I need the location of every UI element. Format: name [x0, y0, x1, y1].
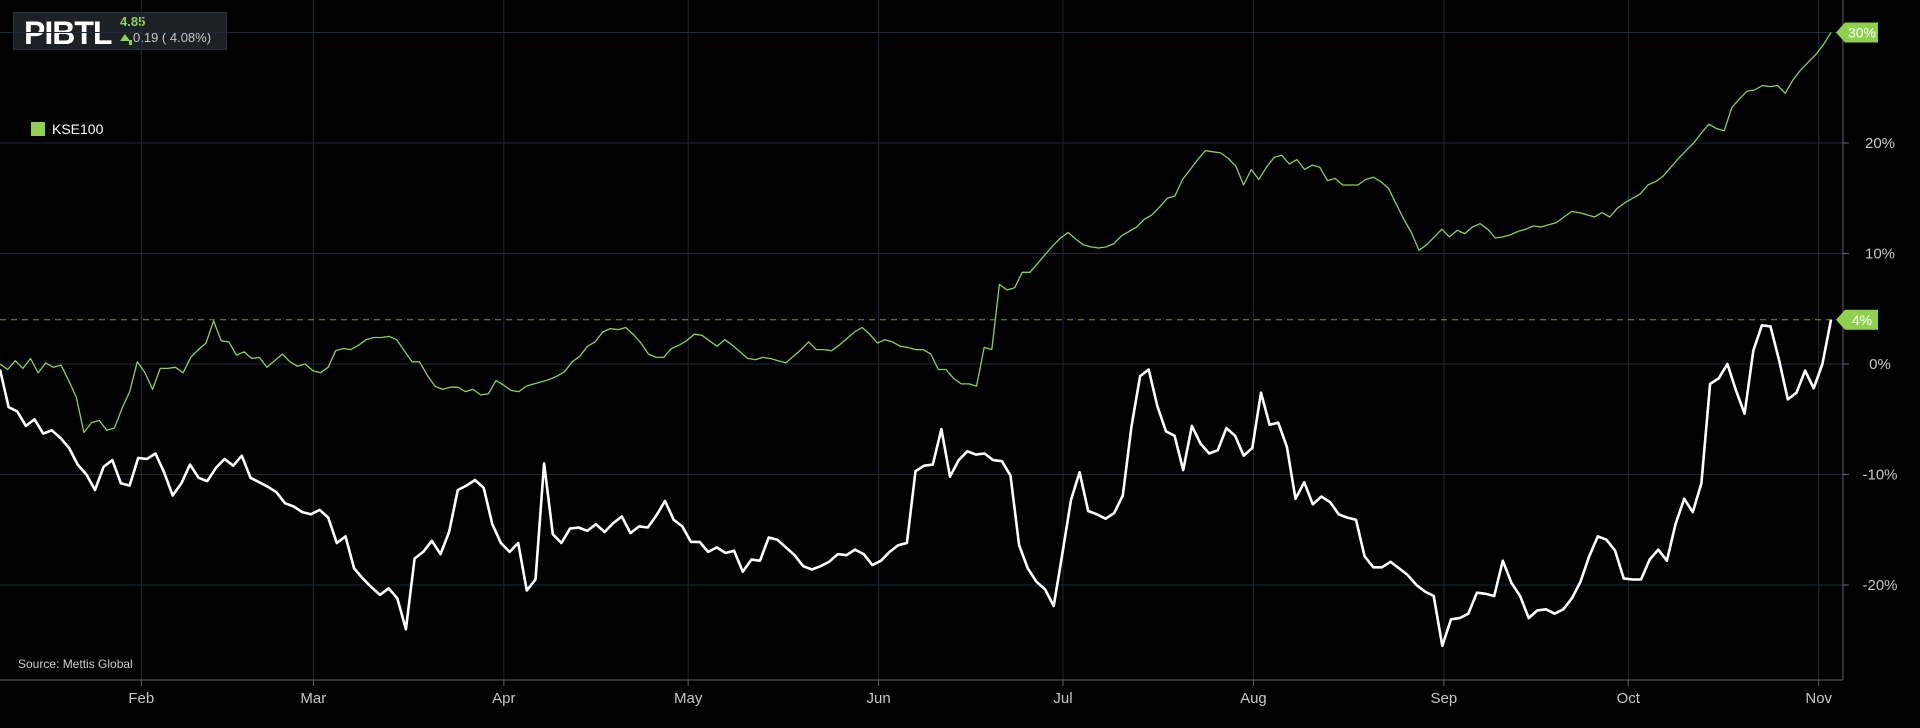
source-note: Source: Mettis Global	[18, 657, 133, 671]
y-tick-label: 0%	[1869, 356, 1891, 373]
end-label-tag	[1836, 309, 1878, 330]
x-tick-label: Aug	[1240, 690, 1267, 707]
x-tick-label: Oct	[1617, 690, 1641, 707]
legend-swatch-kse100	[31, 122, 45, 136]
y-tick-label: -20%	[1862, 577, 1897, 594]
up-arrow-icon	[120, 34, 132, 45]
y-tick-label: 10%	[1865, 246, 1895, 263]
x-tick-label: Sep	[1431, 690, 1458, 707]
end-label-tag	[1836, 22, 1878, 43]
legend-label-kse100: KSE100	[52, 121, 104, 137]
x-tick-label: May	[674, 690, 703, 707]
x-tick-label: Feb	[128, 690, 154, 707]
series-line-kse100	[0, 32, 1832, 434]
x-tick-label: Mar	[300, 690, 326, 707]
end-label-text: 4%	[1852, 312, 1872, 328]
ticker-change: 0.19 ( 4.08%)	[120, 30, 211, 45]
x-tick-label: Apr	[492, 690, 515, 707]
ticker-price: 4.85	[120, 14, 146, 29]
ticker-change-value: 0.19 ( 4.08%)	[133, 30, 212, 45]
chart-legend[interactable]: KSE100	[31, 121, 103, 137]
end-label-text: 30%	[1848, 25, 1876, 41]
y-tick-label: -10%	[1862, 467, 1897, 484]
ticker-box: PIBTL 4.85 0.19 ( 4.08%)	[13, 12, 227, 50]
series-line-pibtl	[0, 319, 1833, 648]
x-tick-label: Nov	[1805, 690, 1832, 707]
y-tick-label: 20%	[1865, 135, 1895, 152]
x-tick-label: Jun	[867, 690, 891, 707]
x-tick-label: Jul	[1053, 690, 1072, 707]
